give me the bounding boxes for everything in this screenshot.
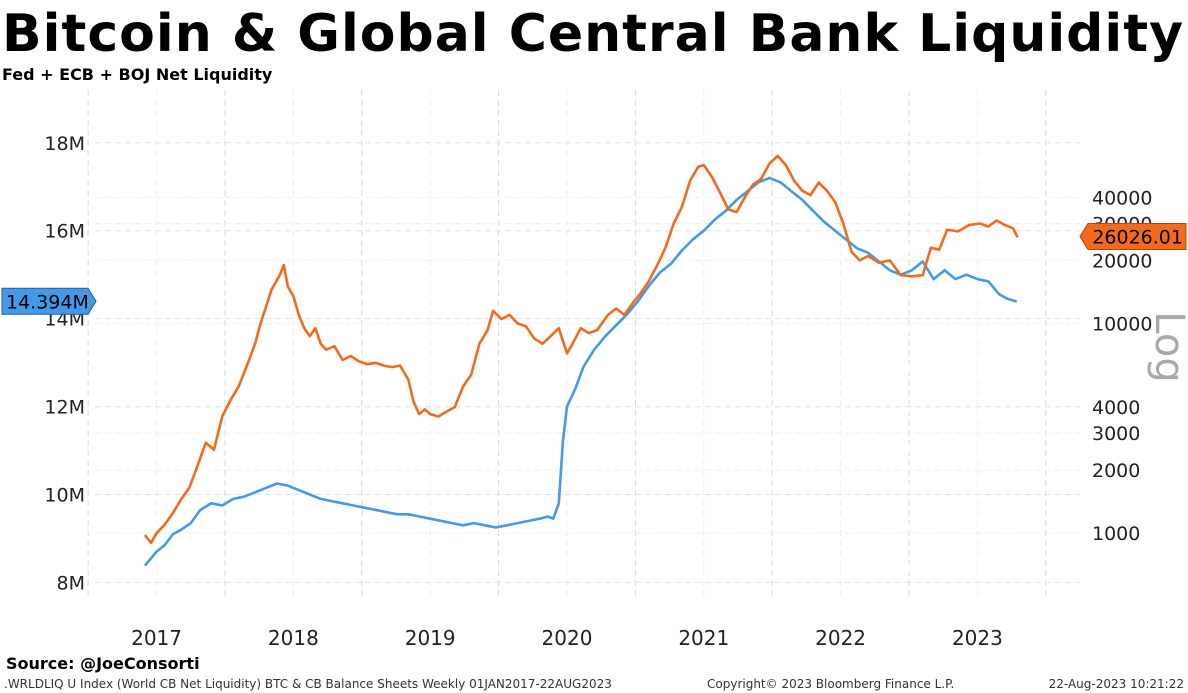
right-axis-tick-label: 2000 [1092, 460, 1140, 482]
copyright-notice: Copyright© 2023 Bloomberg Finance L.P. [707, 677, 955, 691]
x-axis-tick-label: 2018 [268, 626, 319, 650]
right-axis-tick-label: 3000 [1092, 423, 1140, 445]
right-axis-tick-label: 20000 [1092, 250, 1152, 272]
bitcoin-last-value-tag [1079, 222, 1187, 250]
x-axis-tick-label: 2019 [405, 626, 456, 650]
x-axis-tick-label: 2022 [815, 626, 866, 650]
left-axis-tick-label: 8M [57, 572, 85, 594]
left-axis-tick-label: 16M [44, 221, 85, 243]
chart-title: Bitcoin & Global Central Bank Liquidity [2, 4, 1184, 64]
right-axis-tick-label: 4000 [1092, 397, 1140, 419]
liquidity-line [144, 176, 1017, 567]
chart-series [144, 154, 1019, 567]
right-axis-tick-label: 40000 [1092, 187, 1152, 209]
left-axis-tick-label: 10M [44, 484, 85, 506]
x-axis-tick-label: 2017 [131, 626, 182, 650]
bitcoin-line [144, 154, 1019, 545]
x-axis-tick-label: 2020 [542, 626, 593, 650]
x-axis-labels: 2017 2018 2019 2020 2021 2022 2023 [131, 626, 1003, 650]
bitcoin-last-value: 26026.01 [1092, 226, 1183, 248]
left-axis-tick-label: 18M [44, 133, 85, 155]
left-axis-tick-label: 12M [44, 397, 85, 419]
source-credit: Source: @JoeConsorti [6, 654, 200, 673]
right-axis-tick-label: 1000 [1092, 523, 1140, 545]
log-scale-label: Log [1146, 311, 1188, 382]
index-description: .WRLDLIQ U Index (World CB Net Liquidity… [4, 677, 612, 691]
last-value-tags: 14.394M 26026.01 [1, 222, 1187, 315]
chart-subtitle: Fed + ECB + BOJ Net Liquidity [2, 65, 273, 84]
timestamp: 22-Aug-2023 10:21:22 [1048, 677, 1184, 691]
right-axis-tick-label: 10000 [1092, 314, 1152, 336]
x-axis-tick-label: 2021 [678, 626, 729, 650]
x-axis-tick-label: 2023 [952, 626, 1003, 650]
liquidity-last-value: 14.394M [6, 291, 89, 313]
chart-grid [87, 90, 1080, 600]
liquidity-last-value-tag [1, 287, 97, 315]
